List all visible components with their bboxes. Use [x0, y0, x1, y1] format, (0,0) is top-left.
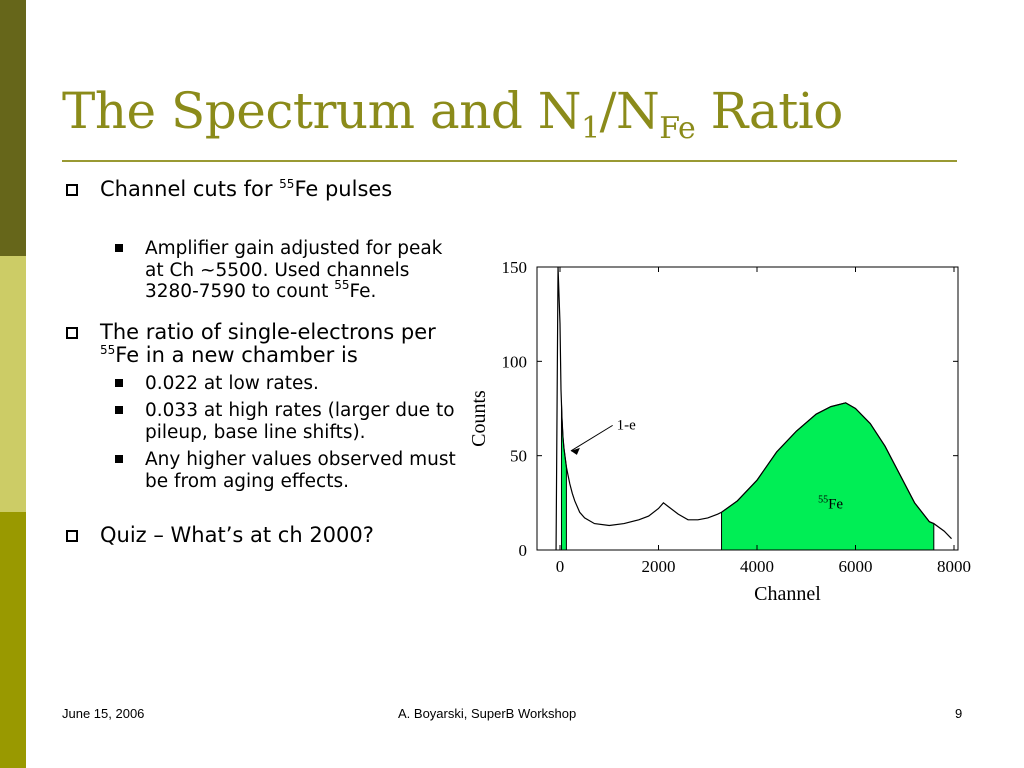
annotation-fe55-text: Fe	[828, 497, 843, 513]
x-tick-label: 8000	[937, 557, 971, 576]
y-tick-label: 150	[502, 258, 528, 277]
x-axis-label: Channel	[754, 583, 821, 605]
annotation-arrowhead	[570, 447, 580, 455]
annotation-fe55-label: 55Fe	[818, 495, 843, 513]
slide-title: The Spectrum and N1/NFe Ratio	[62, 82, 843, 146]
x-tick-label: 2000	[642, 557, 676, 576]
footer-author: A. Boyarski, SuperB Workshop	[398, 706, 577, 721]
side-bar-middle	[0, 256, 26, 512]
spectrum-chart: 0 50 100 150 0 2000 4000 6000 8000 Channel Counts 1…	[468, 258, 971, 605]
filled-square-bullet-icon	[115, 244, 123, 252]
bullet-channel-cuts: Channel cuts for 55Fe pulses	[62, 178, 462, 224]
x-tick-label: 6000	[839, 557, 873, 576]
side-bar-bottom	[0, 512, 26, 768]
hollow-square-bullet-icon	[66, 184, 78, 196]
sub-bullet-high-rates: 0.033 at high rates (larger due to pileu…	[62, 400, 462, 443]
bullet-list: Channel cuts for 55Fe pulses Amplifier g…	[62, 178, 462, 547]
side-bar-top	[0, 0, 26, 256]
bullet-ratio: The ratio of single-electrons per 55Fe i…	[62, 320, 462, 367]
annotation-fe55-superscript: 55	[818, 495, 828, 506]
y-axis-label: Counts	[468, 390, 490, 447]
sub-bullet-aging: Any higher values observed must be from …	[62, 449, 462, 492]
y-tick-label: 100	[502, 352, 528, 371]
shaded-region-2	[721, 402, 935, 551]
annotation-arrow-line	[570, 424, 613, 452]
filled-square-bullet-icon	[115, 406, 123, 414]
y-tick-label: 50	[510, 447, 527, 466]
hollow-square-bullet-icon	[66, 530, 78, 542]
hollow-square-bullet-icon	[66, 326, 78, 339]
y-tick-label: 0	[519, 541, 528, 560]
title-divider	[62, 160, 957, 162]
filled-square-bullet-icon	[115, 455, 123, 463]
x-tick-label: 0	[556, 557, 565, 576]
x-tick-label: 4000	[740, 557, 774, 576]
annotation-1e-label: 1-e	[617, 417, 636, 433]
sub-bullet-amplifier-gain: Amplifier gain adjusted for peak at Ch ~…	[62, 238, 462, 303]
spectrum-line	[555, 266, 952, 551]
bullet-quiz: Quiz – What’s at ch 2000?	[62, 524, 462, 547]
sub-bullet-low-rates: 0.022 at low rates.	[62, 373, 462, 395]
plot-frame	[536, 266, 959, 551]
footer-date: June 15, 2006	[62, 706, 145, 721]
footer-page-number: 9	[955, 706, 963, 721]
filled-square-bullet-icon	[115, 378, 123, 387]
